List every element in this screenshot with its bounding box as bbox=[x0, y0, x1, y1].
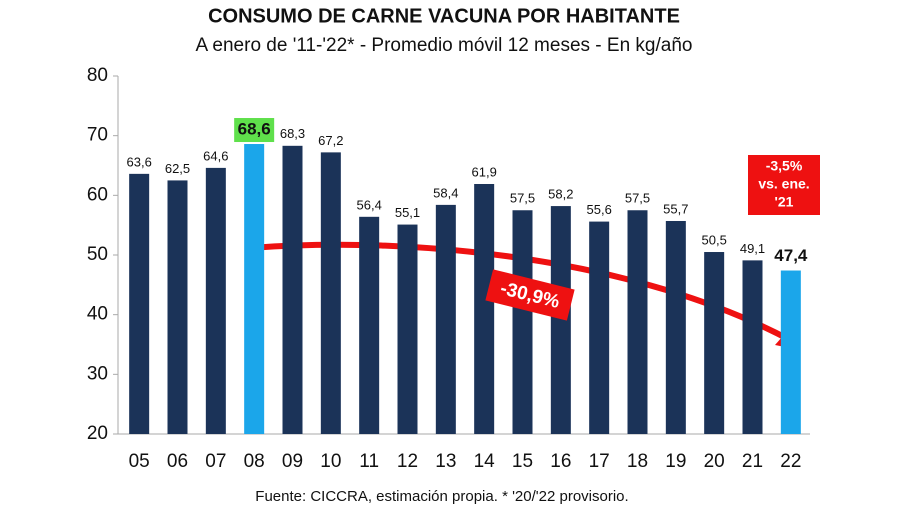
value-label: 64,6 bbox=[203, 148, 228, 163]
bar bbox=[435, 204, 456, 434]
value-label: 57,5 bbox=[510, 191, 535, 206]
bar bbox=[550, 206, 571, 434]
annotation-text: -3,5% bbox=[766, 158, 803, 174]
value-label: 62,5 bbox=[165, 161, 190, 176]
value-label: 49,1 bbox=[740, 241, 765, 256]
value-label: 57,5 bbox=[625, 191, 650, 206]
value-label: 63,6 bbox=[127, 154, 152, 169]
y-tick-label: 80 bbox=[87, 65, 108, 86]
value-label: 47,4 bbox=[774, 246, 808, 265]
x-tick-label: 22 bbox=[780, 451, 801, 472]
value-label: 68,3 bbox=[280, 126, 305, 141]
annotation-text: '21 bbox=[775, 194, 794, 210]
value-label: 58,4 bbox=[433, 185, 458, 200]
y-tick-label: 20 bbox=[87, 423, 108, 444]
chart-subtitle: A enero de '11-'22* - Promedio móvil 12 … bbox=[196, 35, 693, 56]
value-label: 67,2 bbox=[318, 133, 343, 148]
annotation-box bbox=[748, 155, 820, 215]
bar bbox=[780, 270, 801, 434]
x-tick-label: 07 bbox=[205, 451, 226, 472]
bar bbox=[282, 145, 303, 434]
x-tick-label: 15 bbox=[512, 451, 533, 472]
bar bbox=[474, 183, 495, 434]
x-tick-label: 16 bbox=[550, 451, 571, 472]
x-tick-label: 17 bbox=[589, 451, 610, 472]
bar bbox=[627, 210, 648, 434]
x-tick-label: 08 bbox=[244, 451, 265, 472]
x-tick-label: 09 bbox=[282, 451, 303, 472]
annotation-box bbox=[485, 269, 575, 321]
x-tick-label: 11 bbox=[359, 451, 379, 472]
value-label: 61,9 bbox=[472, 164, 497, 179]
annotation-text: vs. ene. bbox=[758, 176, 809, 192]
bar bbox=[665, 220, 686, 434]
bar bbox=[320, 152, 341, 434]
value-label: 50,5 bbox=[702, 232, 727, 247]
x-tick-label: 10 bbox=[320, 451, 341, 472]
y-tick-label: 60 bbox=[87, 184, 108, 205]
bar bbox=[205, 167, 226, 435]
bar bbox=[742, 260, 763, 434]
value-label: 56,4 bbox=[357, 197, 382, 212]
x-tick-label: 05 bbox=[129, 451, 150, 472]
bar bbox=[167, 180, 188, 434]
x-tick-label: 21 bbox=[742, 451, 763, 472]
bar bbox=[589, 221, 610, 434]
x-tick-label: 20 bbox=[704, 451, 725, 472]
bar bbox=[512, 210, 533, 434]
y-tick-label: 50 bbox=[87, 244, 108, 265]
x-tick-label: 18 bbox=[627, 451, 648, 472]
label-highlight bbox=[234, 118, 275, 143]
bar bbox=[359, 216, 380, 434]
value-label: 55,7 bbox=[663, 201, 688, 216]
y-tick-label: 30 bbox=[87, 363, 108, 384]
x-tick-label: 19 bbox=[665, 451, 686, 472]
y-tick-label: 40 bbox=[87, 304, 108, 325]
source: Fuente: CICCRA, estimación propia. * '20… bbox=[255, 488, 628, 505]
bar bbox=[704, 252, 725, 434]
x-tick-label: 06 bbox=[167, 451, 188, 472]
y-tick-label: 70 bbox=[87, 125, 108, 146]
x-tick-label: 12 bbox=[397, 451, 418, 472]
bar bbox=[397, 224, 418, 434]
value-label: 58,2 bbox=[548, 187, 573, 202]
chart-title: CONSUMO DE CARNE VACUNA POR HABITANTE bbox=[208, 5, 680, 27]
value-label: 55,6 bbox=[587, 202, 612, 217]
value-label: 55,1 bbox=[395, 205, 420, 220]
bar bbox=[244, 144, 265, 434]
value-label: 68,6 bbox=[238, 120, 271, 139]
bar bbox=[129, 173, 150, 434]
x-tick-label: 13 bbox=[435, 451, 456, 472]
x-tick-label: 14 bbox=[474, 451, 496, 472]
